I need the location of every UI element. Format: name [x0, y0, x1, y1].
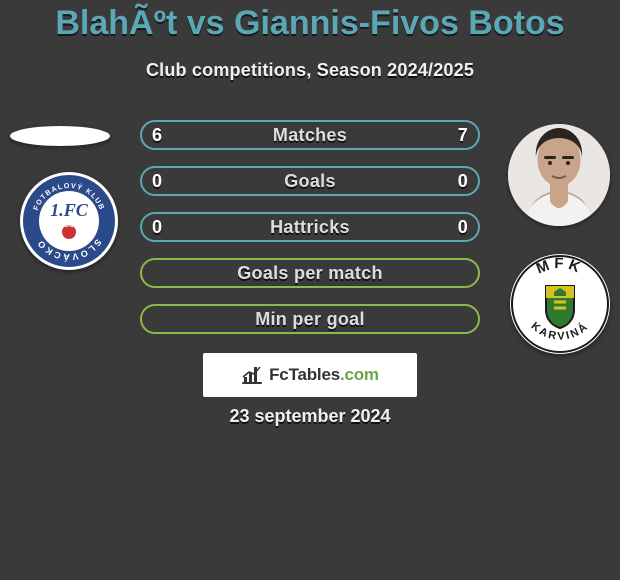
- stat-right-value: 0: [458, 217, 468, 238]
- stat-row: 0Goals0: [140, 166, 480, 196]
- club1-badge: FOTBALOVÝ KLUB SLOVÁCKO 1.FC: [20, 172, 118, 270]
- stat-label: Goals: [142, 171, 478, 192]
- stat-row: 6Matches7: [140, 120, 480, 150]
- stat-row: Goals per match: [140, 258, 480, 288]
- fctables-logo: FcTables.com: [203, 353, 417, 397]
- subtitle: Club competitions, Season 2024/2025: [0, 60, 620, 81]
- svg-text:1.FC: 1.FC: [50, 200, 89, 220]
- player1-avatar: [10, 126, 110, 146]
- club2-crest-icon: MFK KARVINÁ: [510, 254, 610, 354]
- stat-row: Min per goal: [140, 304, 480, 334]
- club2-badge: MFK KARVINÁ: [510, 254, 610, 354]
- stats-table: 6Matches70Goals00Hattricks0Goals per mat…: [140, 120, 480, 350]
- stat-left-value: 6: [152, 125, 162, 146]
- player2-portrait-icon: [508, 124, 610, 226]
- stat-label: Hattricks: [142, 217, 478, 238]
- stat-left-value: 0: [152, 217, 162, 238]
- stat-right-value: 7: [458, 125, 468, 146]
- page-title: BlahÃºt vs Giannis-Fivos Botos: [0, 4, 620, 43]
- infographic-root: BlahÃºt vs Giannis-Fivos Botos Club comp…: [0, 0, 620, 580]
- stat-label: Min per goal: [142, 309, 478, 330]
- stat-right-value: 0: [458, 171, 468, 192]
- logo-text: FcTables.com: [269, 365, 379, 385]
- stat-row: 0Hattricks0: [140, 212, 480, 242]
- stat-label: Matches: [142, 125, 478, 146]
- date-text: 23 september 2024: [0, 406, 620, 427]
- bar-chart-icon: [241, 365, 263, 385]
- player2-avatar: [508, 124, 610, 226]
- stat-left-value: 0: [152, 171, 162, 192]
- club1-crest-icon: FOTBALOVÝ KLUB SLOVÁCKO 1.FC: [20, 172, 118, 270]
- stat-label: Goals per match: [142, 263, 478, 284]
